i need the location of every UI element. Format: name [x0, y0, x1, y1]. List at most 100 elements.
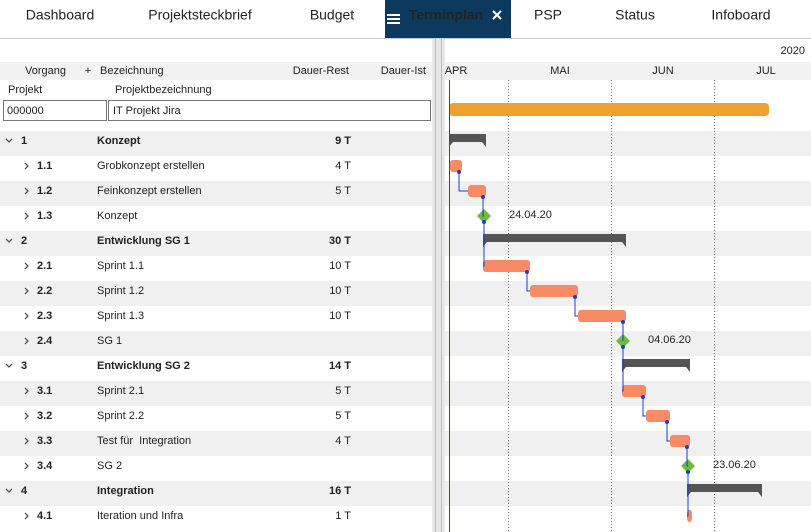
task-id[interactable]: 2.1: [37, 260, 52, 272]
task-duration: 5 T: [335, 385, 351, 397]
summary-bar: [449, 134, 486, 142]
active-tab[interactable]: [385, 0, 511, 38]
task-id[interactable]: 3.2: [37, 410, 52, 422]
dependency-dot: [481, 195, 485, 199]
task-name: Sprint 1.2: [97, 285, 144, 297]
expand-icon[interactable]: [24, 412, 29, 420]
project-label: Projekt: [8, 84, 42, 96]
column-label[interactable]: +: [85, 65, 91, 77]
task-name: Sprint 2.1: [97, 385, 144, 397]
task-id[interactable]: 4: [21, 485, 28, 497]
row-bg: [0, 431, 432, 456]
expand-icon[interactable]: [5, 138, 13, 143]
close-icon[interactable]: [492, 10, 502, 20]
task-duration: 10 T: [329, 310, 351, 322]
task-bar: [468, 185, 486, 197]
task-id[interactable]: 2.4: [37, 335, 53, 347]
expand-icon[interactable]: [5, 488, 13, 493]
row-bg: [0, 181, 432, 206]
summary-bar: [483, 234, 626, 242]
row-bg: [445, 331, 811, 356]
task-bar: [483, 260, 530, 272]
task-name: Test für Integration: [97, 435, 191, 447]
expand-icon[interactable]: [24, 212, 29, 220]
expand-icon[interactable]: [24, 262, 29, 270]
task-id[interactable]: 3.3: [37, 435, 52, 447]
task-id[interactable]: 3.4: [37, 460, 53, 472]
tab-label[interactable]: Terminplan: [409, 7, 483, 23]
task-duration: 14 T: [329, 360, 351, 372]
expand-icon[interactable]: [24, 287, 29, 295]
dependency: [458, 172, 468, 192]
expand-icon[interactable]: [5, 238, 13, 243]
task-id[interactable]: 1.2: [37, 185, 52, 197]
task-name: SG 2: [97, 460, 122, 472]
expand-icon[interactable]: [24, 462, 29, 470]
task-bar: [530, 285, 578, 297]
row-bg: [0, 131, 432, 156]
task-id[interactable]: 1.1: [37, 160, 52, 172]
task-bar: [578, 310, 626, 322]
dependency: [686, 447, 688, 467]
dependency: [687, 472, 689, 517]
task-name: Sprint 2.2: [97, 410, 144, 422]
dependency-dot: [482, 220, 486, 224]
project-name-box[interactable]: [108, 100, 431, 121]
milestone-date: 24.04.20: [509, 209, 552, 221]
task-id[interactable]: 2.3: [37, 310, 52, 322]
task-duration: 4 T: [335, 435, 351, 447]
project-name: IT Projekt Jira: [113, 105, 182, 117]
task-id[interactable]: 4.1: [37, 510, 52, 522]
task-name: Konzept: [97, 210, 137, 222]
expand-icon[interactable]: [24, 162, 29, 170]
tab-label[interactable]: Status: [615, 7, 655, 23]
tab-label[interactable]: Projektsteckbrief: [148, 7, 252, 23]
dependency-dot: [457, 170, 461, 174]
expand-icon[interactable]: [24, 512, 29, 520]
row-bg: [0, 381, 432, 406]
expand-icon[interactable]: [24, 337, 29, 345]
dependency: [622, 347, 624, 392]
dependency: [526, 272, 530, 292]
grid: [508, 80, 715, 532]
dependency: [483, 222, 485, 267]
task-duration: 1 T: [335, 510, 351, 522]
project-bar: [449, 103, 769, 116]
tab-label[interactable]: Budget: [310, 7, 354, 23]
row-bg: [0, 481, 432, 506]
expand-icon[interactable]: [24, 387, 29, 395]
dependency-dot: [621, 320, 625, 324]
task-id[interactable]: 1.3: [37, 210, 52, 222]
task-id[interactable]: 1: [21, 135, 27, 147]
summary-bar: [622, 359, 690, 367]
task-id[interactable]: 3: [21, 360, 27, 372]
tab-label[interactable]: Dashboard: [26, 7, 95, 23]
tab-label[interactable]: Infoboard: [711, 7, 770, 23]
dependency: [666, 422, 670, 442]
task-id[interactable]: 2.2: [37, 285, 52, 297]
milestone-date: 23.06.20: [713, 459, 756, 471]
milestone-date: 04.06.20: [648, 334, 691, 346]
expand-icon[interactable]: [24, 437, 29, 445]
row-bg: [0, 331, 432, 356]
task-duration: 9 T: [335, 135, 351, 147]
task-id[interactable]: 3.1: [37, 385, 52, 397]
task-bar: [670, 435, 690, 447]
summary-end: [622, 367, 690, 372]
expand-icon[interactable]: [5, 363, 13, 368]
month-label: APR: [445, 65, 468, 77]
task-id[interactable]: 2: [21, 235, 27, 247]
expand-icon[interactable]: [24, 312, 29, 320]
row-bg: [0, 281, 432, 306]
task-name: Grobkonzept erstellen: [97, 160, 205, 172]
project-id-box[interactable]: [3, 100, 107, 121]
row-bg: [445, 131, 811, 156]
column-label: Bezeichnung: [100, 65, 164, 77]
task-duration: 10 T: [329, 285, 351, 297]
dependency-dot: [621, 345, 625, 349]
tab-label[interactable]: PSP: [534, 7, 562, 23]
dependency: [642, 397, 646, 417]
dependency-dot: [641, 395, 645, 399]
expand-icon[interactable]: [24, 187, 29, 195]
splitter[interactable]: [432, 39, 445, 532]
